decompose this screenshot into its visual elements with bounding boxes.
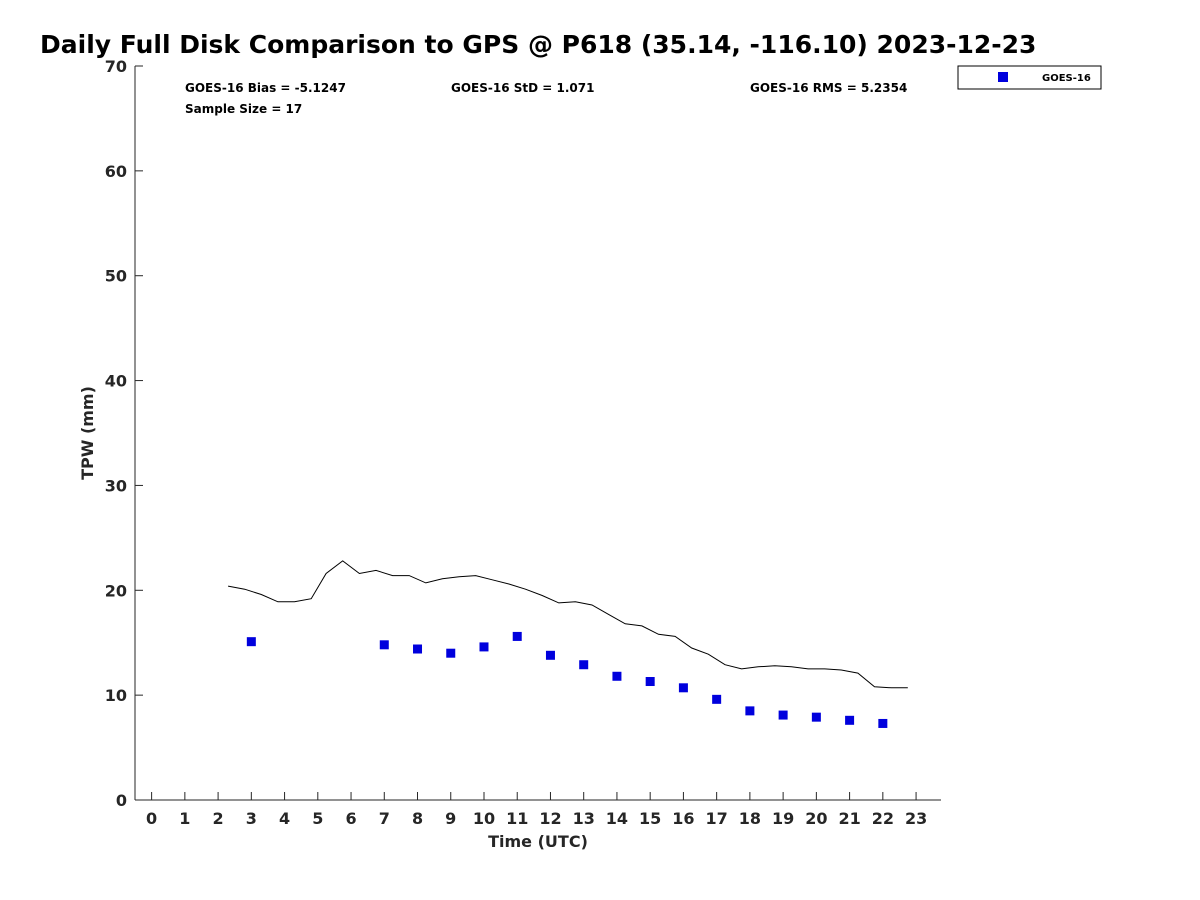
- x-tick-label: 13: [573, 809, 595, 828]
- legend: GOES-16: [957, 65, 1102, 90]
- y-tick-label: 60: [105, 162, 127, 181]
- x-tick-label: 22: [872, 809, 894, 828]
- x-tick-label: 21: [838, 809, 860, 828]
- x-tick-label: 19: [772, 809, 794, 828]
- goes16-point: [246, 637, 256, 647]
- rms-stat: GOES-16 RMS = 5.2354: [750, 81, 907, 95]
- y-tick-label: 50: [105, 267, 127, 286]
- x-tick-label: 7: [379, 809, 390, 828]
- y-tick-label: 0: [116, 791, 127, 810]
- x-tick-label: 12: [539, 809, 561, 828]
- y-tick-label: 20: [105, 581, 127, 600]
- goes16-point: [413, 644, 423, 654]
- x-tick-label: 23: [905, 809, 927, 828]
- goes16-point: [645, 677, 655, 687]
- goes16-point: [811, 712, 821, 722]
- goes16-point: [845, 715, 855, 725]
- x-tick-label: 3: [246, 809, 257, 828]
- x-tick-label: 1: [179, 809, 190, 828]
- legend-marker: [998, 72, 1008, 82]
- legend-label: GOES-16: [1042, 73, 1091, 84]
- y-tick-label: 10: [105, 686, 127, 705]
- chart-title: Daily Full Disk Comparison to GPS @ P618…: [40, 30, 1037, 59]
- x-tick-label: 16: [672, 809, 694, 828]
- y-axis-label: TPW (mm): [78, 386, 97, 480]
- goes16-point: [878, 718, 888, 728]
- axes: [134, 66, 941, 801]
- x-tick-label: 15: [639, 809, 661, 828]
- x-tick-label: 2: [213, 809, 224, 828]
- gps-line-series: [228, 560, 908, 689]
- goes16-point: [612, 671, 622, 681]
- x-tick-label: 0: [146, 809, 157, 828]
- gps-line: [228, 560, 908, 689]
- x-tick-label: 14: [606, 809, 628, 828]
- x-tick-label: 20: [805, 809, 827, 828]
- goes16-point: [479, 642, 489, 652]
- goes16-point: [745, 706, 755, 716]
- x-tick-label: 5: [312, 809, 323, 828]
- x-tick-label: 17: [706, 809, 728, 828]
- y-tick-label: 70: [105, 57, 127, 76]
- y-tick-label: 30: [105, 476, 127, 495]
- goes16-point: [579, 660, 589, 670]
- goes16-scatter-series: [246, 631, 888, 728]
- bias-stat: GOES-16 Bias = -5.1247: [185, 81, 346, 95]
- goes16-point: [545, 650, 555, 660]
- y-tick-label: 40: [105, 372, 127, 391]
- goes16-point: [512, 631, 522, 641]
- legend-box: [957, 65, 1102, 90]
- goes16-point: [379, 640, 389, 650]
- goes16-point: [446, 648, 456, 658]
- x-tick-label: 4: [279, 809, 290, 828]
- x-axis-ticks: 0 1 2 3 4 5 6 7 8 9 10 11 12 13 14 15 16 17 18 19 20 21 22 23: [146, 792, 927, 828]
- x-tick-label: 11: [506, 809, 528, 828]
- y-axis-ticks: 0 10 20 30 40 50 60 70: [105, 57, 143, 810]
- sample-size-stat: Sample Size = 17: [185, 102, 302, 116]
- x-axis-label: Time (UTC): [488, 832, 588, 851]
- x-tick-label: 8: [412, 809, 423, 828]
- goes16-point: [778, 710, 788, 720]
- goes16-point: [678, 683, 688, 693]
- x-tick-label: 9: [445, 809, 456, 828]
- std-stat: GOES-16 StD = 1.071: [451, 81, 594, 95]
- x-tick-label: 10: [473, 809, 495, 828]
- goes16-point: [712, 694, 722, 704]
- x-tick-label: 6: [345, 809, 356, 828]
- x-tick-label: 18: [739, 809, 761, 828]
